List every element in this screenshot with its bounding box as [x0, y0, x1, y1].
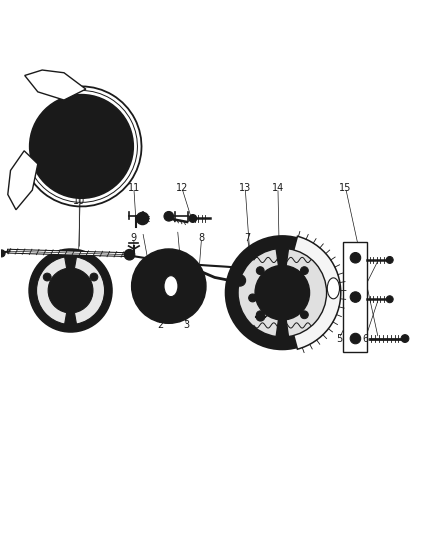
Text: 15: 15 — [339, 183, 352, 193]
Circle shape — [249, 294, 257, 302]
Circle shape — [300, 311, 308, 319]
Text: 6: 6 — [362, 334, 368, 344]
Circle shape — [266, 277, 298, 309]
Wedge shape — [286, 249, 327, 336]
Wedge shape — [74, 257, 105, 324]
Circle shape — [132, 249, 206, 323]
Circle shape — [59, 110, 66, 117]
Circle shape — [29, 249, 112, 332]
Circle shape — [67, 313, 74, 321]
Circle shape — [186, 263, 192, 269]
Text: 12: 12 — [176, 183, 188, 193]
Text: 4: 4 — [258, 334, 264, 344]
Circle shape — [146, 263, 152, 269]
Text: 13: 13 — [239, 183, 251, 193]
Circle shape — [147, 264, 191, 309]
Circle shape — [234, 275, 246, 286]
Text: 7: 7 — [244, 233, 251, 243]
Circle shape — [124, 249, 135, 260]
Circle shape — [146, 303, 152, 309]
Circle shape — [64, 129, 99, 164]
Circle shape — [43, 273, 51, 281]
Circle shape — [256, 266, 264, 274]
Circle shape — [0, 250, 5, 257]
Circle shape — [59, 176, 66, 183]
Circle shape — [164, 212, 173, 221]
Text: 2: 2 — [157, 320, 163, 330]
Polygon shape — [8, 151, 38, 210]
Circle shape — [256, 312, 265, 321]
Circle shape — [386, 296, 393, 303]
Text: 14: 14 — [272, 183, 284, 193]
Circle shape — [350, 292, 360, 302]
Polygon shape — [25, 70, 86, 100]
Circle shape — [137, 212, 149, 224]
Wedge shape — [238, 249, 279, 336]
Circle shape — [90, 273, 98, 281]
Ellipse shape — [327, 278, 339, 299]
Polygon shape — [343, 243, 367, 352]
Circle shape — [116, 143, 123, 150]
Text: 9: 9 — [131, 233, 137, 243]
Circle shape — [166, 311, 172, 318]
Text: 5: 5 — [336, 334, 342, 344]
Text: 11: 11 — [128, 183, 140, 193]
Circle shape — [386, 256, 393, 263]
Circle shape — [186, 303, 192, 309]
Circle shape — [350, 253, 360, 263]
Circle shape — [72, 136, 91, 156]
Text: 8: 8 — [198, 233, 205, 243]
Circle shape — [40, 143, 47, 150]
Circle shape — [226, 236, 339, 350]
Circle shape — [166, 255, 172, 261]
Wedge shape — [36, 257, 67, 324]
Circle shape — [157, 274, 180, 298]
Text: 3: 3 — [183, 320, 189, 330]
Circle shape — [256, 311, 264, 319]
Circle shape — [30, 94, 133, 198]
Circle shape — [401, 335, 409, 343]
Circle shape — [138, 283, 144, 289]
Circle shape — [97, 110, 104, 117]
Text: 10: 10 — [73, 196, 85, 206]
Circle shape — [97, 176, 104, 183]
Text: 1: 1 — [74, 298, 80, 309]
Circle shape — [59, 279, 82, 302]
Circle shape — [189, 215, 197, 222]
Circle shape — [51, 116, 112, 176]
Circle shape — [49, 269, 92, 312]
Ellipse shape — [164, 276, 178, 297]
Circle shape — [194, 283, 200, 289]
Circle shape — [300, 266, 308, 274]
Wedge shape — [292, 236, 341, 349]
Circle shape — [350, 333, 360, 344]
